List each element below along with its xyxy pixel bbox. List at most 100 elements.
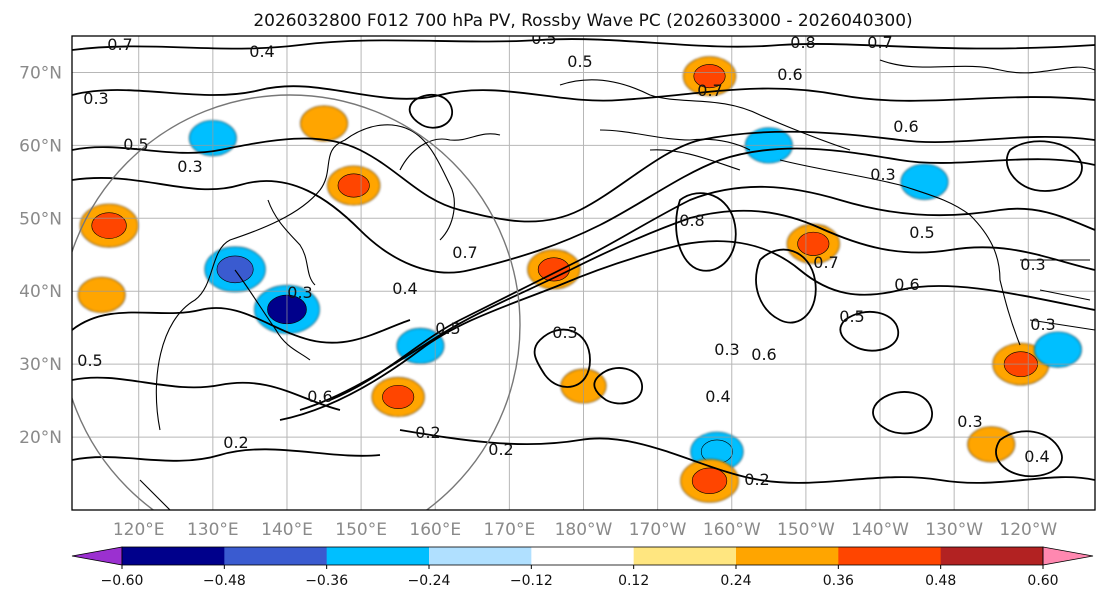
longitude-axis: 120°E 130°E 140°E 150°E 160°E 170°E 180°W 170°W… [113, 520, 1057, 540]
contour-label: 0.2 [744, 470, 769, 489]
contour-label: 0.5 [909, 223, 934, 242]
contour-label: 0.5 [531, 29, 556, 48]
longitude-tick-label: 140°E [261, 520, 313, 540]
colorbar-segment [224, 547, 328, 565]
colorbar-tick-label: 0.60 [1027, 573, 1058, 589]
colorbar-tick-label: −0.60 [101, 573, 144, 589]
contour-label: 0.3 [957, 412, 982, 431]
colorbar-outline [121, 546, 1044, 566]
colorbar-tick-label: −0.24 [408, 573, 451, 589]
latitude-axis: 70°N 60°N 50°N 40°N 30°N 20°N [19, 63, 62, 448]
contour-label: 0.7 [107, 35, 132, 54]
contour-label: 0.6 [894, 275, 919, 294]
contour-label: 0.7 [813, 253, 838, 272]
pv-anomaly-blob [900, 163, 949, 200]
map-gridlines [72, 36, 1095, 510]
colorbar-tick-label: 0.36 [823, 573, 854, 589]
longitude-tick-label: 140°W [851, 520, 909, 540]
contour-label: 0.7 [867, 33, 892, 52]
colorbar-tick-label: 0.12 [618, 573, 649, 589]
contour-label: 0.5 [435, 319, 460, 338]
colorbar-ticks: −0.60 −0.48 −0.36 −0.24 −0.12 0.12 0.24 0.36 0.4… [101, 565, 1059, 589]
colorbar-extend-high [1042, 546, 1094, 566]
colorbar-tick-label: 0.48 [925, 573, 956, 589]
pv-anomaly-core [691, 467, 728, 494]
contour-label: 0.5 [123, 135, 148, 154]
contour-label: 0.6 [307, 387, 332, 406]
colorbar [71, 546, 1094, 566]
longitude-tick-label: 120°W [999, 520, 1057, 540]
pv-anomaly-core [91, 212, 127, 239]
pv-anomaly-core [337, 173, 370, 198]
contour-labels: 0.7 0.4 0.5 0.8 0.7 0.7 0.6 0.5 0.3 0.5 0.2 0.3 0.2 0… [77, 29, 1055, 489]
latitude-tick-label: 50°N [19, 209, 62, 229]
contour-label: 0.8 [679, 211, 704, 230]
colorbar-segment [326, 547, 430, 565]
latitude-tick-label: 40°N [19, 282, 62, 302]
pv-anomaly-core [693, 64, 726, 89]
contour-label: 0.3 [83, 89, 108, 108]
colorbar-tick-label: −0.36 [305, 573, 348, 589]
colorbar-extend-low [71, 546, 123, 566]
contour-label: 0.6 [893, 117, 918, 136]
contour-label: 0.2 [223, 433, 248, 452]
contour-label: 0.3 [1030, 315, 1055, 334]
contour-label: 0.4 [249, 42, 274, 61]
latitude-tick-label: 60°N [19, 136, 62, 156]
contour-label: 0.6 [751, 345, 776, 364]
colorbar-segment [531, 547, 635, 565]
colorbar-segment [736, 547, 839, 565]
contour-label: 0.3 [287, 283, 312, 302]
contour-label: 0.5 [839, 307, 864, 326]
longitude-tick-label: 120°E [113, 520, 165, 540]
contour-label: 0.3 [1020, 255, 1045, 274]
contour-label: 0.3 [870, 165, 895, 184]
colorbar-tick-label: 0.24 [720, 573, 751, 589]
longitude-tick-label: 130°W [925, 520, 983, 540]
contour-label: 0.4 [1024, 447, 1049, 466]
colorbar-tick-label: −0.12 [510, 573, 553, 589]
contour-label: 0.6 [777, 65, 802, 84]
latitude-tick-label: 20°N [19, 428, 62, 448]
contour-label: 0.2 [488, 440, 513, 459]
latitude-tick-label: 30°N [19, 355, 62, 375]
domain-circle [72, 94, 521, 510]
pv-anomaly-blob [300, 105, 348, 142]
colorbar-segment [122, 547, 225, 565]
coastlines [139, 59, 1095, 510]
longitude-tick-label: 160°E [409, 520, 461, 540]
contour-label: 0.5 [77, 351, 102, 370]
colorbar-segment [429, 547, 532, 565]
pv-contours [72, 38, 1095, 484]
contour-label: 0.3 [177, 157, 202, 176]
longitude-tick-label: 150°W [777, 520, 835, 540]
pv-anomaly-blob [77, 276, 126, 313]
colorbar-segment [940, 547, 1044, 565]
pv-anomaly-core [216, 255, 254, 284]
contour-label: 0.3 [714, 340, 739, 359]
contour-label: 0.3 [552, 323, 577, 342]
colorbar-tick-label: −0.48 [203, 573, 246, 589]
contour-label: 0.8 [790, 33, 815, 52]
longitude-tick-label: 170°W [629, 520, 687, 540]
pv-anomaly-blob [967, 426, 1016, 463]
longitude-tick-label: 150°E [335, 520, 387, 540]
longitude-tick-label: 180°W [555, 520, 613, 540]
longitude-tick-label: 130°E [187, 520, 239, 540]
latitude-tick-label: 70°N [19, 63, 62, 83]
map-frame [71, 35, 1096, 511]
longitude-tick-label: 170°E [484, 520, 536, 540]
chart-title: 2026032800 F012 700 hPa PV, Rossby Wave … [253, 11, 912, 31]
contour-label: 0.4 [392, 279, 417, 298]
contour-label: 0.2 [415, 423, 440, 442]
pv-anomaly-blob [1034, 331, 1082, 368]
pv-shading [77, 56, 1082, 503]
contour-label: 0.5 [567, 52, 592, 71]
pv-anomaly-core [382, 384, 415, 409]
contour-label: 0.7 [452, 243, 477, 262]
colorbar-segment [633, 547, 737, 565]
contour-label: 0.4 [705, 387, 730, 406]
contour-label: 0.7 [697, 81, 722, 100]
colorbar-segment [838, 547, 942, 565]
